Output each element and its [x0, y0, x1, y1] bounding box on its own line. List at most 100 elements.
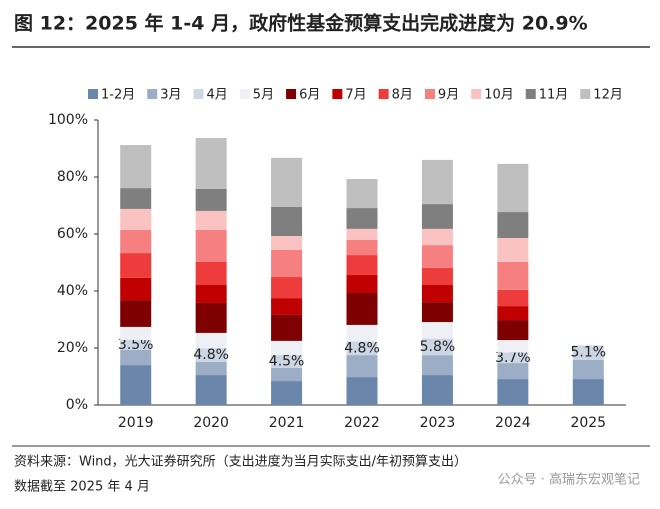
bar-segment: [346, 239, 378, 256]
bar-segment: [195, 230, 227, 262]
x-tick-label: 2019: [118, 415, 154, 431]
legend-label: 4月: [207, 88, 228, 103]
x-tick-label: 2024: [495, 415, 531, 431]
data-label: 4.8%: [193, 347, 229, 363]
bar-segment: [271, 235, 303, 250]
legend-label: 5月: [253, 88, 274, 103]
bar-segment: [120, 188, 152, 209]
bar-segment: [271, 277, 303, 299]
bar-segment: [421, 245, 453, 268]
bar-segment: [120, 208, 152, 231]
legend-swatch: [147, 89, 158, 99]
legend-label: 7月: [345, 88, 366, 103]
y-tick-label: 60%: [57, 226, 88, 242]
bar-segment: [120, 300, 152, 327]
legend-label: 3月: [160, 88, 181, 103]
bar-segment: [271, 355, 303, 368]
bar-segment: [271, 314, 303, 341]
legend-swatch: [525, 89, 536, 99]
legend-swatch: [286, 89, 297, 99]
note: 数据截至 2025 年 4 月: [14, 480, 150, 495]
legend-label: 11月: [539, 88, 569, 103]
bar-segment: [421, 285, 453, 303]
y-tick-label: 100%: [48, 112, 88, 128]
legend-swatch: [332, 89, 343, 99]
bar-segment: [497, 289, 529, 307]
legend-label: 1-2月: [101, 88, 135, 103]
bar-segment: [195, 361, 227, 376]
legend-label: 10月: [484, 88, 514, 103]
bar-segment: [195, 261, 227, 286]
bar-segment: [195, 375, 227, 405]
data-label: 3.7%: [495, 350, 531, 366]
bar-segment: [497, 261, 529, 290]
source: 资料来源：Wind，光大证券研究所（支出进度为当月实际支出/年初预算支出）: [14, 454, 467, 470]
bar-segment: [497, 163, 529, 213]
bar-segment: [497, 320, 529, 341]
bar-segment: [195, 210, 227, 231]
bar-segment: [120, 365, 152, 405]
bar-segment: [346, 324, 378, 342]
bar-segment: [421, 322, 453, 339]
x-tick-label: 2022: [344, 415, 380, 431]
bar-segment: [195, 302, 227, 333]
bar-segment: [195, 188, 227, 211]
bar-segment: [346, 275, 378, 293]
legend-swatch: [471, 89, 482, 99]
x-tick-label: 2021: [269, 415, 305, 431]
x-tick-label: 2020: [193, 415, 229, 431]
bar-segment: [497, 363, 529, 380]
bar-segment: [346, 178, 378, 209]
y-tick-label: 40%: [57, 283, 88, 299]
bar-segment: [120, 253, 152, 278]
bar-segment: [421, 302, 453, 323]
bar-segment: [271, 340, 303, 356]
legend-swatch: [193, 89, 204, 99]
bar-segment: [346, 228, 378, 240]
bar-segment: [120, 326, 152, 341]
bar-segment: [346, 292, 378, 325]
bar-segment: [120, 145, 152, 189]
data-label: 4.8%: [344, 340, 380, 356]
bar-segment: [120, 349, 152, 366]
bar-segment: [346, 377, 378, 405]
legend-label: 12月: [593, 88, 623, 103]
bar-segment: [271, 157, 303, 207]
x-tick-label: 2023: [420, 415, 456, 431]
bar-segment: [120, 340, 152, 350]
bar-segment: [195, 137, 227, 189]
watermark: 公众号 · 高瑞东宏观笔记: [498, 472, 640, 488]
bar-segment: [497, 237, 529, 262]
legend-label: 6月: [299, 88, 320, 103]
bar-segment: [195, 332, 227, 349]
data-label: 5.8%: [420, 339, 456, 355]
y-tick-label: 20%: [57, 340, 88, 356]
bar-segment: [346, 208, 378, 229]
bar-segment: [497, 379, 529, 405]
bar-segment: [421, 338, 453, 356]
data-label: 4.5%: [269, 354, 305, 370]
legend-swatch: [378, 89, 389, 99]
bar-segment: [346, 355, 378, 378]
bar-segment: [195, 285, 227, 303]
y-tick-label: 0%: [66, 397, 88, 413]
bar-segment: [271, 249, 303, 278]
bar-segment: [572, 359, 604, 380]
bar-segment: [497, 340, 529, 353]
legend-swatch: [239, 89, 250, 99]
chart-title: 图 12：2025 年 1-4 月，政府性基金预算支出完成进度为 20.9%: [14, 12, 588, 35]
data-label: 3.5%: [118, 337, 154, 353]
bar-segment: [497, 212, 529, 238]
bar-segment: [421, 228, 453, 246]
legend-label: 9月: [438, 88, 459, 103]
bar-segment: [271, 381, 303, 405]
bar-segment: [195, 348, 227, 362]
bar-segment: [572, 379, 604, 405]
bar-segment: [120, 230, 152, 254]
bar-segment: [271, 367, 303, 382]
bar-segment: [421, 355, 453, 376]
data-label: 5.1%: [570, 345, 606, 361]
bar-segment: [346, 341, 378, 356]
